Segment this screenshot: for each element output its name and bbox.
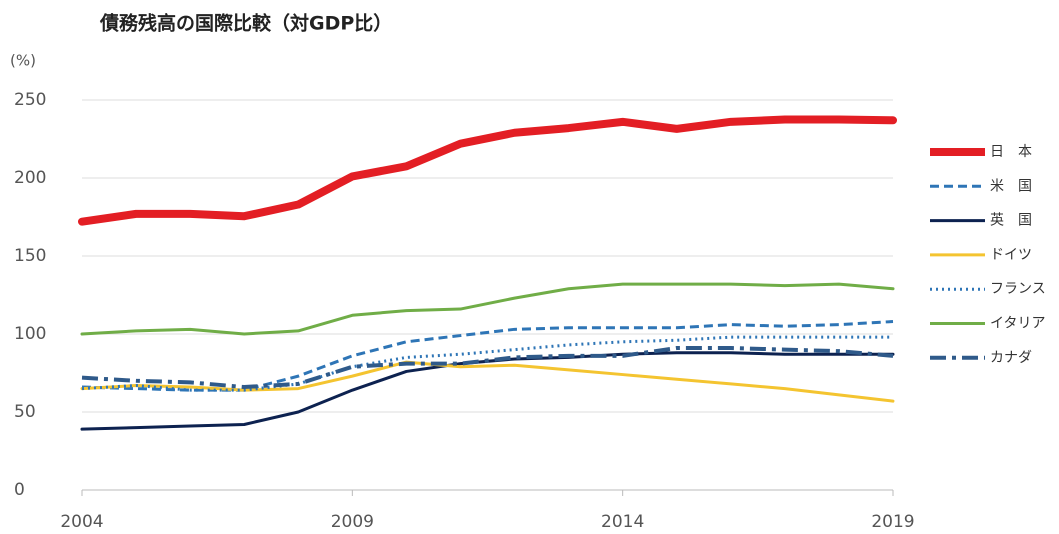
legend-label: フランス	[990, 281, 1046, 297]
y-tick-label: 250	[14, 90, 46, 110]
series-line	[81, 346, 894, 390]
legend-label: 英 国	[990, 212, 1032, 229]
y-tick-label: 200	[14, 168, 46, 188]
x-tick-label: 2004	[60, 512, 103, 532]
legend-label: ドイツ	[990, 247, 1032, 263]
y-tick-label: 50	[14, 402, 36, 422]
y-unit: (%)	[10, 52, 36, 70]
x-tick-label: 2009	[331, 512, 374, 532]
series-line	[80, 360, 895, 403]
x-tick-label: 2014	[601, 512, 644, 532]
series-line	[81, 320, 894, 392]
legend-label: 米 国	[990, 178, 1032, 194]
chart-title: 債務残高の国際比較（対GDP比）	[99, 12, 392, 35]
y-tick-label: 150	[14, 246, 46, 266]
series-line	[78, 115, 897, 226]
y-tick-label: 100	[14, 324, 46, 344]
x-tick-label: 2019	[871, 512, 914, 532]
legend-label: 日 本	[990, 144, 1032, 160]
legend-label: カナダ	[990, 350, 1032, 366]
series-line	[80, 282, 895, 336]
y-tick-label: 0	[14, 480, 25, 500]
legend-label: イタリア	[990, 316, 1045, 332]
series-line	[81, 335, 893, 392]
